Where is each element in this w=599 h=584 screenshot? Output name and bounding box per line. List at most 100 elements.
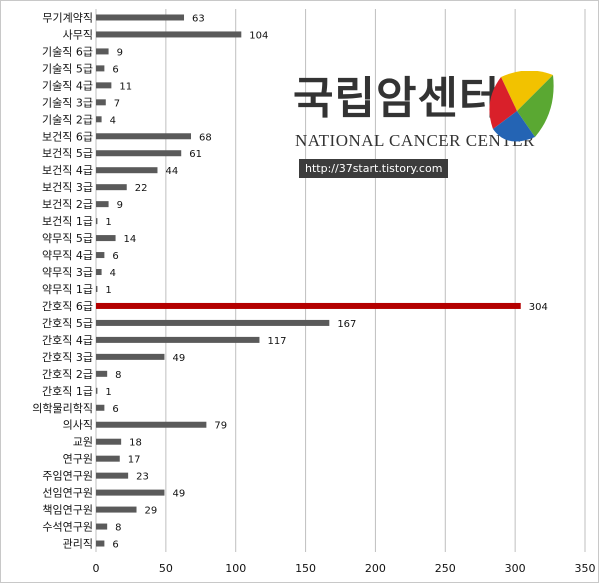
category-label: 보건직 1급 xyxy=(42,215,93,228)
bar xyxy=(96,167,158,174)
value-label: 104 xyxy=(249,30,268,41)
value-label: 17 xyxy=(128,455,141,466)
bar xyxy=(96,489,165,496)
bar xyxy=(96,65,105,72)
bar xyxy=(96,269,102,276)
bars xyxy=(96,14,521,547)
value-label: 29 xyxy=(145,506,158,517)
value-label: 1 xyxy=(105,387,111,398)
value-label: 61 xyxy=(189,149,202,160)
category-label: 약무직 1급 xyxy=(42,282,93,296)
value-label: 79 xyxy=(214,421,227,432)
value-label: 1 xyxy=(105,217,111,228)
value-label: 9 xyxy=(117,47,123,58)
category-label: 간호직 2급 xyxy=(42,368,93,381)
value-label: 14 xyxy=(124,234,137,245)
category-label: 기술직 2급 xyxy=(42,113,93,126)
bar xyxy=(96,540,105,547)
x-tick-label: 250 xyxy=(435,562,456,575)
bar xyxy=(96,116,102,123)
bar xyxy=(96,523,108,530)
category-label: 무기계약직 xyxy=(42,10,93,24)
labels: 0 50 100 150 200 250 300 350 무기계약직 63 사무직 104 기술직 6급… xyxy=(32,10,595,575)
bar xyxy=(96,184,127,191)
bar xyxy=(96,201,109,208)
value-label: 6 xyxy=(112,251,118,262)
x-tick-label: 350 xyxy=(575,562,596,575)
bar xyxy=(96,235,116,242)
logo-title: 국립암센터 xyxy=(293,73,501,124)
category-label: 수석연구원 xyxy=(42,521,93,534)
bar xyxy=(96,387,98,394)
category-label: 간호직 1급 xyxy=(42,385,93,398)
bar xyxy=(96,455,120,462)
category-label: 보건직 4급 xyxy=(42,164,93,177)
bar xyxy=(96,404,105,411)
value-label: 4 xyxy=(110,115,116,126)
value-label: 49 xyxy=(172,489,185,500)
value-label: 23 xyxy=(136,472,149,483)
logo-subtitle: NATIONAL CANCER CENTER xyxy=(295,131,535,150)
value-label: 44 xyxy=(165,166,178,177)
bar xyxy=(96,302,521,309)
category-label: 책임연구원 xyxy=(42,504,93,517)
value-label: 68 xyxy=(199,132,212,143)
bar xyxy=(96,438,122,445)
value-label: 7 xyxy=(114,98,120,109)
value-label: 63 xyxy=(192,13,205,24)
category-label: 기술직 5급 xyxy=(42,62,93,75)
value-label: 117 xyxy=(267,336,286,347)
category-label: 기술직 4급 xyxy=(42,79,93,92)
category-label: 기술직 3급 xyxy=(42,96,93,109)
category-label: 교원 xyxy=(73,436,93,449)
value-label: 1 xyxy=(105,285,111,296)
category-label: 간호직 6급 xyxy=(42,300,93,313)
category-label: 사무직 xyxy=(63,28,93,41)
category-label: 간호직 5급 xyxy=(42,317,93,330)
category-label: 보건직 2급 xyxy=(42,198,93,211)
value-label: 6 xyxy=(112,404,118,415)
x-tick-label: 50 xyxy=(159,562,173,575)
bar xyxy=(96,31,242,38)
bar xyxy=(96,82,112,89)
x-tick-label: 0 xyxy=(93,562,100,575)
bar xyxy=(96,133,192,140)
category-label: 연구원 xyxy=(63,453,93,466)
bar xyxy=(96,472,129,479)
bar xyxy=(96,353,165,360)
x-tick-label: 150 xyxy=(295,562,316,575)
category-label: 선임연구원 xyxy=(42,487,93,500)
x-tick-label: 200 xyxy=(365,562,386,575)
value-label: 9 xyxy=(117,200,123,211)
value-label: 11 xyxy=(119,81,132,92)
x-tick-label: 300 xyxy=(505,562,526,575)
bar xyxy=(96,285,98,292)
category-label: 의학물리학직 xyxy=(32,402,93,415)
bar xyxy=(96,48,109,55)
value-label: 6 xyxy=(112,64,118,75)
value-label: 22 xyxy=(135,183,148,194)
ncc-logo: 국립암센터 NATIONAL CANCER CENTER xyxy=(289,71,559,181)
category-label: 기술직 6급 xyxy=(42,45,93,58)
value-label: 8 xyxy=(115,523,121,534)
value-label: 49 xyxy=(172,353,185,364)
value-label: 6 xyxy=(112,540,118,551)
bar xyxy=(96,218,98,225)
bar xyxy=(96,336,260,343)
bar xyxy=(96,150,182,157)
category-label: 약무직 3급 xyxy=(42,265,93,279)
bar xyxy=(96,99,106,106)
category-label: 간호직 3급 xyxy=(42,351,93,364)
bar xyxy=(96,319,330,326)
url-badge: http://37start.tistory.com xyxy=(299,159,449,178)
category-label: 주임연구원 xyxy=(42,470,93,483)
value-label: 18 xyxy=(129,438,142,449)
value-label: 8 xyxy=(115,370,121,381)
category-label: 약무직 4급 xyxy=(42,248,93,262)
bar xyxy=(96,252,105,259)
bar xyxy=(96,14,185,21)
category-label: 의사직 xyxy=(63,419,93,432)
category-label: 약무직 5급 xyxy=(42,231,93,245)
